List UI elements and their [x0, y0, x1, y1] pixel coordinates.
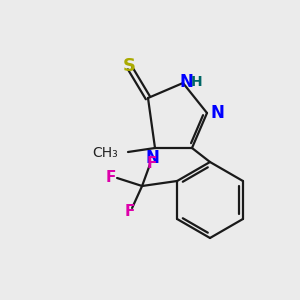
- Text: N: N: [210, 104, 224, 122]
- Text: H: H: [191, 75, 203, 89]
- Text: N: N: [179, 73, 193, 91]
- Text: CH₃: CH₃: [92, 146, 118, 160]
- Text: F: F: [125, 205, 135, 220]
- Text: F: F: [106, 170, 116, 185]
- Text: F: F: [147, 155, 157, 170]
- Text: S: S: [122, 57, 136, 75]
- Text: N: N: [145, 149, 159, 167]
